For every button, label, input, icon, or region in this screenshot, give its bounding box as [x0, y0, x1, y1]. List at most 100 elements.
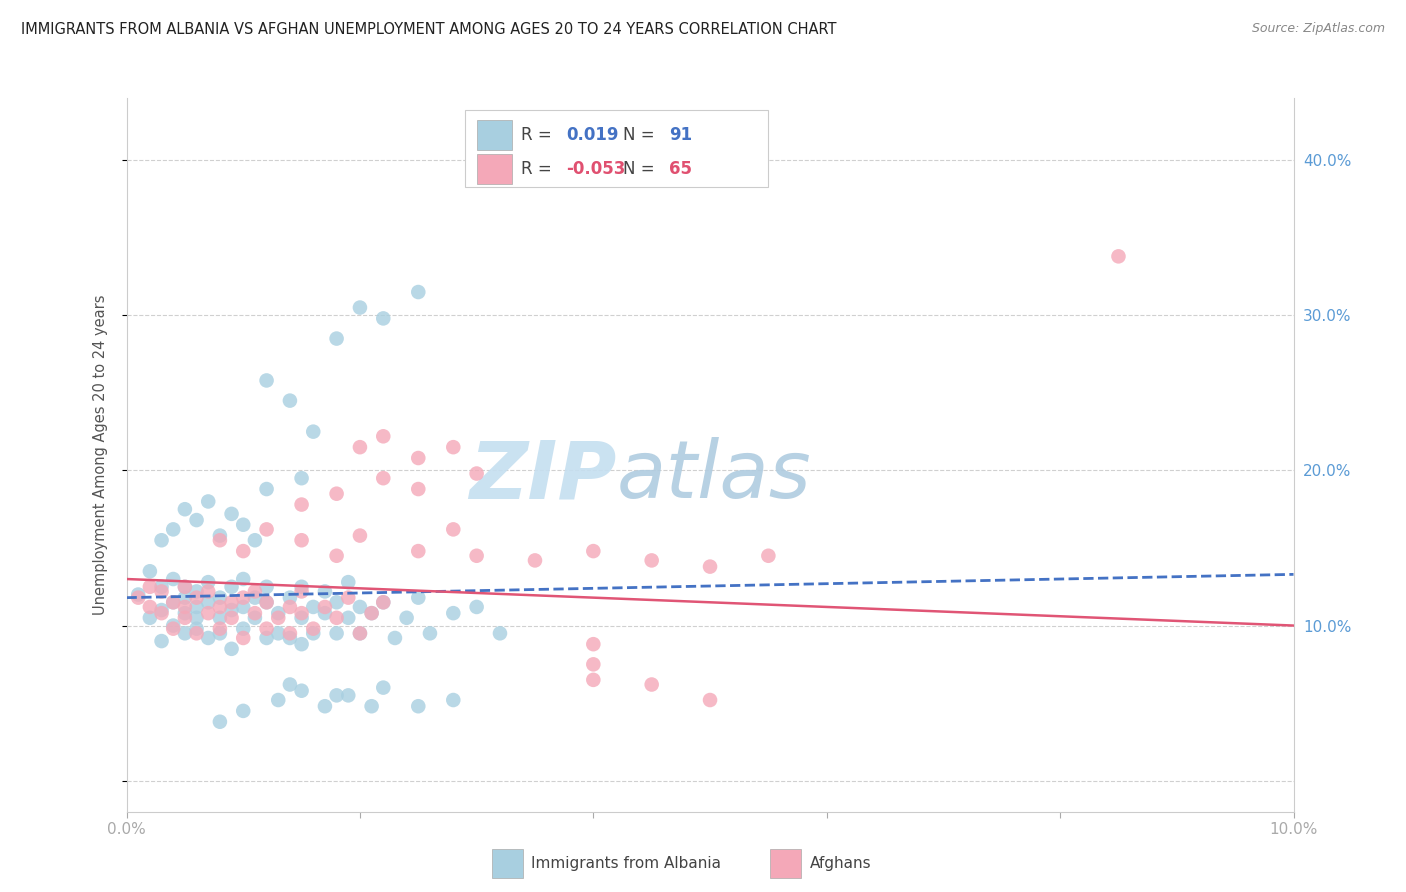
Point — [197, 575, 219, 590]
Point — [208, 591, 231, 605]
Point — [337, 611, 360, 625]
Point — [197, 595, 219, 609]
Point — [256, 622, 278, 636]
Text: 65: 65 — [669, 161, 692, 178]
Point — [582, 657, 605, 672]
Point — [524, 553, 547, 567]
Text: Afghans: Afghans — [810, 856, 872, 871]
Point — [267, 606, 290, 620]
Point — [221, 507, 243, 521]
Point — [243, 591, 266, 605]
Point — [278, 599, 301, 614]
Point — [208, 533, 231, 548]
Text: R =: R = — [522, 161, 557, 178]
Point — [162, 595, 184, 609]
Point — [197, 631, 219, 645]
Point — [186, 599, 208, 614]
Point — [232, 704, 254, 718]
Point — [221, 595, 243, 609]
Point — [325, 595, 347, 609]
Point — [384, 631, 406, 645]
FancyBboxPatch shape — [492, 849, 523, 878]
Point — [232, 517, 254, 532]
Point — [360, 699, 382, 714]
Point — [408, 450, 430, 465]
Text: N =: N = — [623, 127, 659, 145]
Point — [408, 699, 430, 714]
Point — [256, 374, 278, 388]
Point — [150, 580, 173, 594]
Point — [208, 626, 231, 640]
Point — [221, 580, 243, 594]
Point — [699, 559, 721, 574]
Point — [139, 564, 162, 578]
Point — [127, 588, 149, 602]
Point — [186, 611, 208, 625]
Point — [186, 622, 208, 636]
Point — [197, 494, 219, 508]
Point — [256, 595, 278, 609]
Point — [221, 641, 243, 656]
Point — [150, 584, 173, 599]
Point — [208, 528, 231, 542]
Text: 0.019: 0.019 — [567, 127, 619, 145]
Point — [208, 611, 231, 625]
Point — [465, 467, 488, 481]
Point — [267, 611, 290, 625]
Point — [256, 482, 278, 496]
Text: Source: ZipAtlas.com: Source: ZipAtlas.com — [1251, 22, 1385, 36]
Point — [349, 599, 371, 614]
Point — [349, 626, 371, 640]
Point — [349, 626, 371, 640]
Text: N =: N = — [623, 161, 659, 178]
Point — [302, 599, 325, 614]
Point — [150, 634, 173, 648]
Point — [395, 611, 418, 625]
Point — [290, 683, 312, 698]
Point — [243, 606, 266, 620]
Point — [325, 486, 347, 500]
Point — [208, 714, 231, 729]
Point — [232, 622, 254, 636]
Point — [337, 591, 360, 605]
Point — [290, 580, 312, 594]
Point — [441, 693, 464, 707]
Point — [197, 606, 219, 620]
Point — [640, 553, 664, 567]
Point — [162, 572, 184, 586]
Point — [582, 637, 605, 651]
Point — [337, 575, 360, 590]
Point — [314, 584, 336, 599]
Point — [373, 311, 395, 326]
Point — [325, 626, 347, 640]
Point — [360, 606, 382, 620]
Point — [162, 622, 184, 636]
Point — [290, 584, 312, 599]
Point — [174, 626, 197, 640]
Point — [756, 549, 779, 563]
Point — [278, 591, 301, 605]
Point — [278, 631, 301, 645]
FancyBboxPatch shape — [477, 120, 512, 150]
Point — [441, 606, 464, 620]
Point — [408, 285, 430, 299]
Point — [441, 522, 464, 536]
Point — [139, 611, 162, 625]
Point — [699, 693, 721, 707]
Point — [256, 631, 278, 645]
Point — [267, 693, 290, 707]
Point — [408, 544, 430, 558]
Point — [360, 606, 382, 620]
Point — [302, 622, 325, 636]
Point — [174, 580, 197, 594]
Point — [1108, 249, 1130, 263]
Point — [243, 533, 266, 548]
Point — [174, 591, 197, 605]
Point — [349, 301, 371, 315]
Text: R =: R = — [522, 127, 557, 145]
Point — [465, 599, 488, 614]
Point — [582, 544, 605, 558]
Point — [197, 584, 219, 599]
FancyBboxPatch shape — [465, 111, 768, 187]
Point — [256, 580, 278, 594]
